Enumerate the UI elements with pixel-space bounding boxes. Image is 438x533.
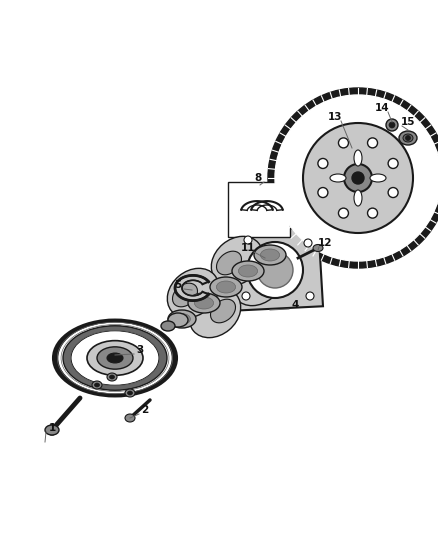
Ellipse shape [87,341,143,375]
Text: 8: 8 [254,173,261,183]
Ellipse shape [92,381,102,389]
Ellipse shape [247,242,303,298]
Text: 5: 5 [174,280,182,290]
Ellipse shape [354,190,362,206]
Ellipse shape [313,245,323,252]
Ellipse shape [254,245,286,265]
Ellipse shape [216,251,241,275]
Circle shape [339,208,349,218]
Ellipse shape [399,131,417,145]
Ellipse shape [254,267,279,291]
Circle shape [367,138,378,148]
Circle shape [47,425,57,435]
Ellipse shape [161,321,175,331]
Ellipse shape [125,389,135,397]
Ellipse shape [210,277,242,297]
Ellipse shape [354,150,362,166]
Ellipse shape [71,330,159,385]
Ellipse shape [403,134,413,142]
Circle shape [389,122,395,128]
Circle shape [306,292,314,300]
Text: 4: 4 [291,300,299,310]
Circle shape [367,208,378,218]
Bar [228,182,290,237]
Text: 2: 2 [141,405,148,415]
Circle shape [386,119,398,131]
Text: 3: 3 [136,345,144,355]
Text: 14: 14 [374,103,389,113]
Ellipse shape [370,174,386,182]
Polygon shape [237,225,323,311]
Circle shape [242,292,250,300]
Ellipse shape [257,252,293,288]
Ellipse shape [125,414,135,422]
Ellipse shape [216,281,236,293]
Ellipse shape [95,383,99,387]
Ellipse shape [168,313,188,327]
Circle shape [344,164,372,192]
Circle shape [339,138,349,148]
Ellipse shape [330,174,346,182]
Ellipse shape [59,324,171,393]
Ellipse shape [238,265,258,277]
Circle shape [388,158,398,168]
Ellipse shape [211,236,263,286]
Ellipse shape [173,283,198,307]
Ellipse shape [168,310,196,328]
Ellipse shape [110,375,114,379]
Text: 12: 12 [318,238,332,248]
Ellipse shape [107,353,123,363]
Ellipse shape [232,261,264,281]
Ellipse shape [268,88,438,268]
Circle shape [352,172,364,184]
Ellipse shape [127,391,133,395]
Circle shape [244,236,252,244]
Ellipse shape [232,256,284,305]
Ellipse shape [97,347,133,369]
Ellipse shape [194,297,214,309]
Circle shape [406,135,410,141]
Ellipse shape [107,373,117,381]
Ellipse shape [53,320,177,397]
Text: 13: 13 [328,112,342,122]
Ellipse shape [63,326,167,390]
Ellipse shape [173,313,191,325]
Ellipse shape [211,299,236,323]
Text: 1: 1 [48,423,56,433]
Circle shape [388,188,398,198]
Circle shape [304,239,312,247]
Text: 11: 11 [241,243,255,253]
Ellipse shape [303,123,413,233]
Ellipse shape [261,249,279,261]
Ellipse shape [189,288,241,338]
Circle shape [318,188,328,198]
Ellipse shape [188,293,220,313]
Ellipse shape [167,268,219,318]
Ellipse shape [45,425,59,435]
Ellipse shape [275,95,438,261]
Circle shape [318,158,328,168]
Text: 15: 15 [401,117,415,127]
Polygon shape [175,276,208,301]
